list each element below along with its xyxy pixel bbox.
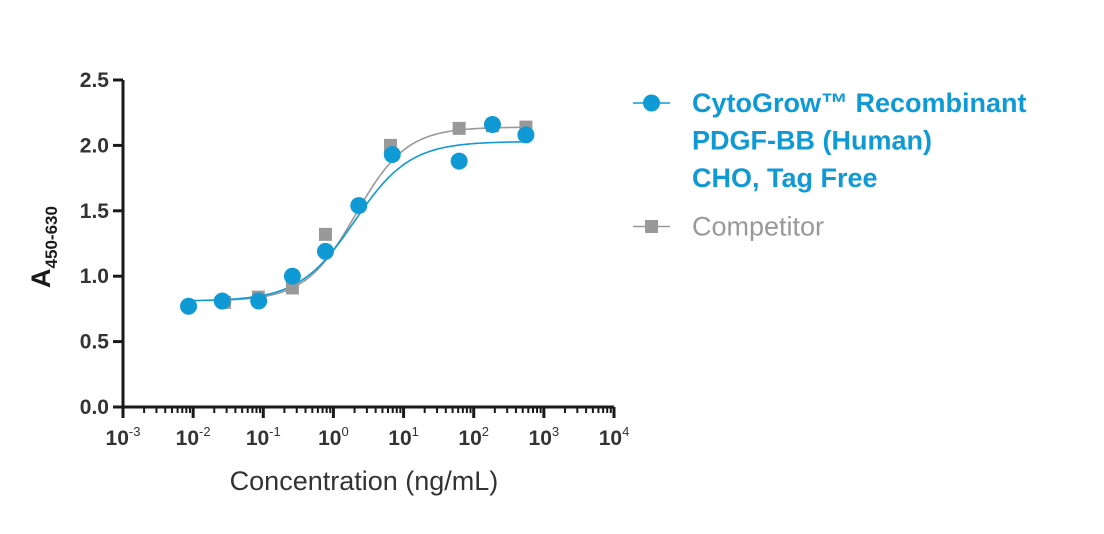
data-point-circle (450, 152, 468, 170)
fit-curves (183, 126, 529, 302)
x-tick-label: 102 (458, 424, 489, 450)
data-point-circle (383, 146, 401, 164)
data-point-circle (250, 292, 268, 310)
fit-curve-square (219, 126, 529, 302)
legend-marker-square (645, 220, 658, 233)
legend-marker-circle (643, 94, 660, 112)
data-point-circle (517, 126, 535, 144)
x-axis-label: Concentration (ng/mL) (230, 466, 499, 496)
data-point-square (318, 227, 332, 241)
y-tick-label: 0.5 (80, 331, 110, 354)
legend-item: Competitor (633, 212, 824, 242)
x-tick-label: 10-1 (246, 424, 281, 450)
x-tick-label: 10-2 (176, 424, 211, 450)
y-tick-label: 1.0 (80, 265, 109, 288)
tick-marks: 0.0 0.5 1.0 1.5 2.0 2.5 10-3 10-2 10-1 100 101 102 1… (80, 69, 630, 450)
data-point-circle (180, 297, 198, 315)
data-point-circle (213, 292, 231, 310)
x-tick-label: 10-3 (106, 424, 141, 450)
y-tick-label: 2.0 (80, 134, 109, 157)
data-point-circle (316, 242, 334, 260)
y-tick-label: 2.5 (80, 69, 110, 92)
data-point-circle (483, 115, 501, 133)
data-point-square (452, 121, 466, 135)
data-point-square (285, 281, 299, 295)
x-tick-label: 100 (318, 424, 349, 450)
y-axis-label-main: A (26, 268, 56, 288)
x-tick-label: 101 (388, 424, 419, 450)
axes (121, 80, 614, 409)
x-tick-label: 103 (529, 424, 560, 450)
data-point-circle (350, 197, 368, 215)
legend-label: Competitor (692, 212, 824, 242)
legend-item: CytoGrow™ Recombinant PDGF-BB (Human) CHO,… (633, 88, 1027, 193)
fit-curve-circle (183, 140, 529, 302)
legend-label: CytoGrow™ Recombinant PDGF-BB (Human) CHO,… (692, 88, 1027, 193)
y-axis-label: A450-630 (26, 206, 61, 288)
data-points (180, 115, 535, 315)
data-point-circle (283, 267, 301, 285)
y-tick-label: 0.0 (80, 396, 109, 419)
legend: CytoGrow™ Recombinant PDGF-BB (Human) CHO,… (633, 88, 1027, 242)
x-tick-label: 104 (599, 424, 630, 450)
y-tick-label: 1.5 (80, 200, 110, 223)
y-axis-label-subscript: 450-630 (42, 206, 61, 268)
